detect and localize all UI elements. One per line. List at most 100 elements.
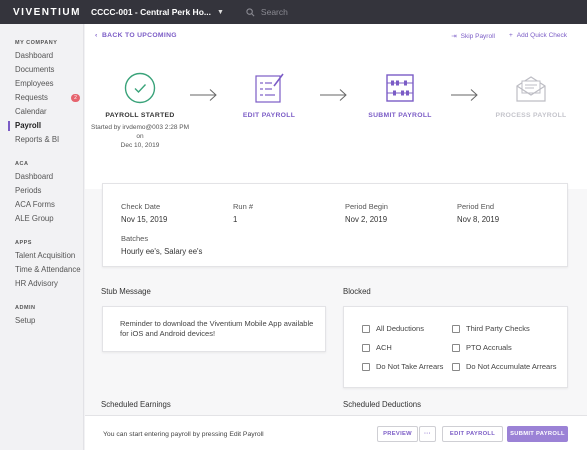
field-value: 1 — [233, 215, 238, 224]
checkbox-label: All Deductions — [376, 324, 424, 333]
field-label: Batches — [121, 234, 149, 243]
sidebar-item-requests[interactable]: Requests 2 — [0, 91, 83, 105]
blocked-card: All Deductions Third Party Checks ACH PT… — [343, 306, 568, 388]
checkbox-label: PTO Accruals — [466, 343, 512, 352]
step-submit-payroll[interactable]: SUBMIT PAYROLL — [350, 72, 450, 119]
checkbox-label: Do Not Accumulate Arrears — [466, 362, 557, 371]
plus-icon: + — [508, 32, 513, 39]
sidebar-item-talent-acquisition[interactable]: Talent Acquisition — [15, 251, 76, 260]
chevron-left-icon: ‹ — [95, 32, 98, 39]
field-label: Run # — [233, 202, 254, 211]
skip-icon: ⇥ — [451, 33, 457, 40]
checkbox[interactable] — [452, 324, 460, 333]
checkbox-label: Do Not Take Arrears — [376, 362, 444, 371]
sidebar-item-documents[interactable]: Documents — [15, 65, 55, 74]
sidebar-item-calendar[interactable]: Calendar — [15, 107, 47, 116]
blocked-do-not-take-arrears[interactable]: Do Not Take Arrears — [362, 362, 443, 371]
search-box[interactable]: Search — [246, 7, 288, 17]
stub-message-title: Stub Message — [101, 287, 151, 296]
step-label: PROCESS PAYROLL — [495, 112, 567, 119]
blocked-ach[interactable]: ACH — [362, 343, 392, 352]
submit-payroll-button[interactable]: SUBMIT PAYROLL — [507, 426, 568, 442]
add-quick-check-link[interactable]: + Add Quick Check — [509, 32, 567, 40]
field-value: Nov 2, 2019 — [345, 215, 388, 224]
sidebar-item-hr-advisory[interactable]: HR Advisory — [15, 279, 58, 288]
period-end-field: Period End Nov 8, 2019 — [457, 202, 499, 224]
field-label: Period Begin — [345, 202, 388, 211]
edit-document-icon — [255, 73, 284, 103]
step-edit-payroll[interactable]: EDIT PAYROLL — [219, 72, 319, 119]
company-name: CCCC-001 - Central Perk Ho... — [91, 7, 211, 17]
company-selector[interactable]: CCCC-001 - Central Perk Ho... ▼ — [91, 7, 224, 17]
started-date-text: Dec 10, 2019 — [120, 142, 160, 149]
checkbox[interactable] — [362, 343, 370, 352]
sidebar-item-ale-group[interactable]: ALE Group — [15, 214, 54, 223]
checkbox[interactable] — [362, 324, 370, 333]
blocked-do-not-accumulate-arrears[interactable]: Do Not Accumulate Arrears — [452, 362, 556, 371]
run-number-field: Run # 1 — [233, 202, 253, 224]
search-icon — [246, 7, 255, 16]
started-by-text: Started by irvdemo@003 2:28 PM on — [90, 124, 189, 140]
add-check-label: Add Quick Check — [516, 32, 567, 39]
step-process-payroll: PROCESS PAYROLL — [481, 72, 581, 119]
checkbox[interactable] — [362, 362, 370, 371]
footer-action-bar: You can start entering payroll by pressi… — [85, 415, 587, 450]
preview-button[interactable]: PREVIEW — [377, 426, 418, 442]
field-label: Period End — [457, 202, 495, 211]
logo: VIVENTIUM — [13, 6, 81, 18]
back-label: BACK TO UPCOMING — [101, 32, 177, 39]
sidebar-item-aca-forms[interactable]: ACA Forms — [15, 200, 55, 209]
check-circle-icon — [124, 72, 156, 104]
step-label: PAYROLL STARTED — [105, 112, 175, 119]
skip-label: Skip Payroll — [460, 33, 495, 40]
blocked-title: Blocked — [343, 287, 371, 296]
step-label: SUBMIT PAYROLL — [368, 112, 432, 119]
step-payroll-started: PAYROLL STARTED Started by irvdemo@003 2… — [90, 72, 190, 150]
sidebar-item-periods[interactable]: Periods — [15, 186, 42, 195]
sidebar-section-title: ACA — [15, 161, 29, 167]
edit-payroll-button[interactable]: EDIT PAYROLL — [442, 426, 503, 442]
blocked-pto-accruals[interactable]: PTO Accruals — [452, 343, 512, 352]
blocked-all-deductions[interactable]: All Deductions — [362, 324, 424, 333]
top-bar: VIVENTIUM CCCC-001 - Central Perk Ho... … — [0, 0, 587, 24]
field-value: Nov 8, 2019 — [457, 215, 500, 224]
sidebar-item-time-attendance[interactable]: Time & Attendance — [15, 265, 81, 274]
sidebar-item-reports[interactable]: Reports & BI — [15, 135, 60, 144]
period-begin-field: Period Begin Nov 2, 2019 — [345, 202, 388, 224]
top-links: ⇥ Skip Payroll + Add Quick Check — [451, 32, 567, 40]
skip-payroll-link[interactable]: ⇥ Skip Payroll — [451, 32, 495, 40]
check-date-field: Check Date Nov 15, 2019 — [121, 202, 167, 224]
sidebar-item-label: Requests — [15, 93, 48, 102]
stub-message-text: Reminder to download the Viventium Mobil… — [120, 319, 314, 338]
payroll-steps: PAYROLL STARTED Started by irvdemo@003 2… — [85, 64, 587, 184]
sidebar-section-title: APPS — [15, 240, 32, 246]
envelope-icon — [516, 76, 546, 102]
sidebar-item-aca-dashboard[interactable]: Dashboard — [15, 172, 54, 181]
sidebar-item-payroll[interactable]: Payroll — [0, 119, 83, 133]
scheduled-deductions-title: Scheduled Deductions — [343, 400, 422, 409]
search-placeholder: Search — [260, 7, 288, 17]
back-to-upcoming-link[interactable]: ‹ BACK TO UPCOMING — [95, 32, 177, 39]
requests-count-badge: 2 — [71, 94, 80, 102]
scheduled-earnings-title: Scheduled Earnings — [101, 400, 171, 409]
main-content: ‹ BACK TO UPCOMING ⇥ Skip Payroll + Add Qu… — [85, 24, 587, 450]
sidebar: MY COMPANY Dashboard Documents Employees… — [0, 24, 84, 450]
more-options-button[interactable]: ··· — [419, 426, 436, 442]
sidebar-item-dashboard[interactable]: Dashboard — [15, 51, 54, 60]
arrow-right-icon — [190, 89, 217, 101]
arrow-right-icon — [451, 89, 478, 101]
abacus-icon — [386, 74, 414, 102]
footer-message: You can start entering payroll by pressi… — [103, 431, 264, 438]
blocked-third-party-checks[interactable]: Third Party Checks — [452, 324, 530, 333]
checkbox[interactable] — [452, 362, 460, 371]
arrow-right-icon — [320, 89, 347, 101]
payroll-details-card: Check Date Nov 15, 2019 Run # 1 Period B… — [102, 183, 568, 267]
stub-message-card: Reminder to download the Viventium Mobil… — [102, 306, 326, 352]
sidebar-section-title: ADMIN — [15, 305, 36, 311]
sidebar-section-title: MY COMPANY — [15, 40, 58, 46]
checkbox[interactable] — [452, 343, 460, 352]
started-info: Started by irvdemo@003 2:28 PM on Dec 10… — [90, 123, 190, 150]
step-label: EDIT PAYROLL — [242, 112, 296, 119]
sidebar-item-employees[interactable]: Employees — [15, 79, 54, 88]
sidebar-item-setup[interactable]: Setup — [15, 316, 36, 325]
